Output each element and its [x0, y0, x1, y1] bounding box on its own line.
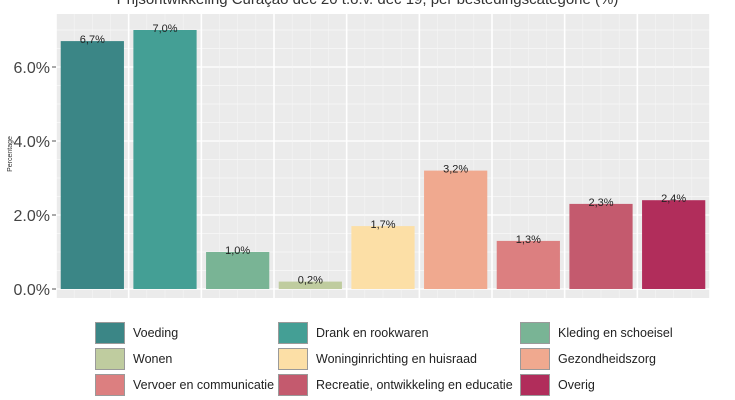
legend-label: Vervoer en communicatie — [133, 378, 275, 392]
legend-swatch — [278, 348, 308, 370]
bar — [133, 30, 197, 289]
legend-swatch — [95, 348, 125, 370]
bar — [278, 281, 342, 289]
bar — [60, 41, 124, 289]
chart-title: Prijsontwikkeling Curaçao dec 20 t.o.v. … — [0, 0, 735, 8]
y-axis-label: Percentage — [7, 136, 14, 172]
data-label: 2,3% — [588, 197, 613, 209]
data-label: 3,2% — [443, 164, 468, 176]
y-axis: 0.0% 2.0% 4.0% 6.0% — [14, 60, 56, 299]
bar — [496, 240, 560, 289]
legend-item: Woninginrichting en huisraad — [278, 346, 477, 372]
bar — [569, 203, 633, 289]
legend-item: Wonen — [95, 346, 172, 372]
legend-swatch — [520, 348, 550, 370]
data-label: 0,2% — [298, 275, 323, 287]
legend-swatch — [95, 322, 125, 344]
bars — [60, 30, 706, 289]
legend-item: Kleding en schoeisel — [520, 320, 673, 346]
bar — [206, 252, 270, 289]
data-label: 2,4% — [661, 193, 686, 205]
legend-swatch — [520, 374, 550, 396]
legend-item: Gezondheidszorg — [520, 346, 656, 372]
data-label: 1,0% — [225, 245, 250, 257]
legend-label: Overig — [558, 378, 595, 392]
legend-label: Kleding en schoeisel — [558, 326, 673, 340]
legend-item: Voeding — [95, 320, 178, 346]
legend-swatch — [278, 374, 308, 396]
y-tick-label: 2.0% — [14, 208, 50, 225]
data-label: 6,7% — [80, 34, 105, 46]
bar — [642, 200, 706, 289]
legend-label: Gezondheidszorg — [558, 352, 656, 366]
legend-item: Vervoer en communicatie — [95, 372, 274, 398]
y-tick-label: 4.0% — [14, 134, 50, 151]
legend-swatch — [520, 322, 550, 344]
legend-label: Voeding — [133, 326, 179, 340]
legend-swatch — [278, 322, 308, 344]
legend-item: Overig — [520, 372, 595, 398]
y-tick-label: 6.0% — [14, 60, 50, 77]
legend-item: Drank en rookwaren — [278, 320, 429, 346]
legend-label: Recreatie, ontwikkeling en educatie — [316, 378, 513, 392]
data-labels: 6,7% 7,0% 1,0% 0,2% 1,7% 3,2% 1,3% 2,3% 2,4% — [80, 23, 687, 287]
legend-label: Drank en rookwaren — [316, 326, 429, 340]
legend-item: Recreatie, ontwikkeling en educatie — [278, 372, 513, 398]
legend-swatch — [95, 374, 125, 396]
data-label: 1,3% — [516, 234, 541, 246]
data-label: 1,7% — [370, 219, 395, 231]
legend-label: Wonen — [133, 352, 173, 366]
bar — [424, 170, 488, 289]
bar — [351, 226, 415, 289]
legend: Voeding Drank en rookwaren Kleding en scho… — [95, 318, 735, 400]
y-tick-label: 0.0% — [14, 282, 50, 299]
legend-label: Woninginrichting en huisraad — [316, 352, 477, 366]
data-label: 7,0% — [152, 23, 177, 35]
